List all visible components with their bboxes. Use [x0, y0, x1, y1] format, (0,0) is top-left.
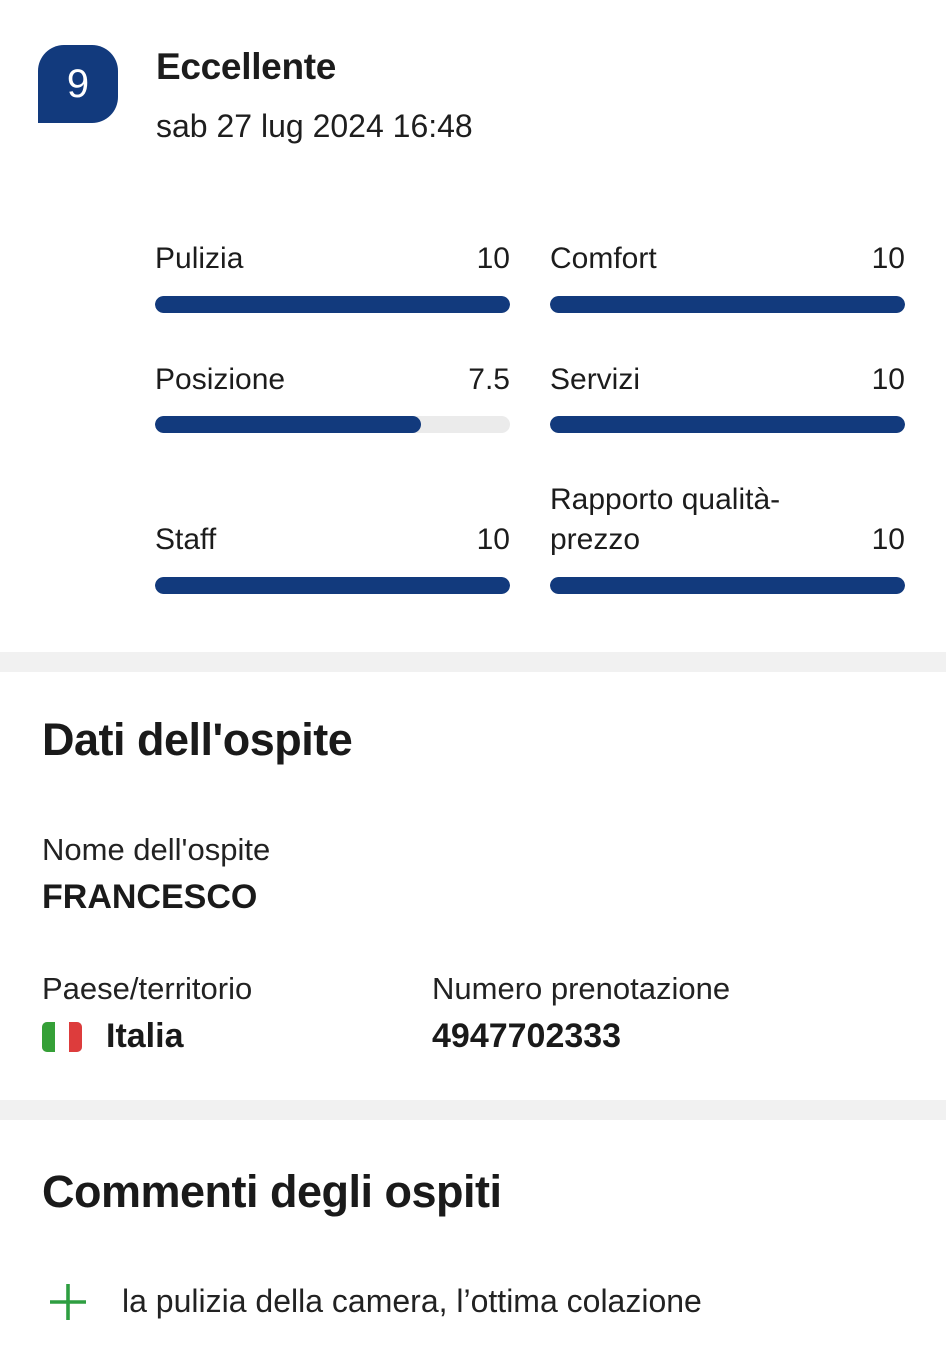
rating-servizi: Servizi 10: [550, 360, 905, 434]
rating-bar: [155, 295, 510, 313]
booking-number-label: Numero prenotazione: [432, 971, 731, 1006]
guest-country-field: Paese/territorio Italia: [42, 971, 432, 1056]
rating-label: Comfort: [550, 241, 657, 275]
guest-country-name: Italia: [106, 1017, 184, 1055]
rating-posizione: Posizione 7.5: [155, 360, 510, 434]
booking-number-value: 4947702333: [432, 1017, 622, 1055]
rating-bar: [155, 416, 510, 434]
rating-bar-fill: [550, 416, 905, 434]
booking-number-field: Numero prenotazione 4947702333: [432, 971, 905, 1056]
rating-value: 10: [871, 241, 905, 275]
rating-value: 7.5: [468, 362, 510, 396]
rating-rapporto-qualita-prezzo: Rapporto qualità-prezzo 10: [550, 480, 905, 595]
rating-label: Rapporto qualità-prezzo: [550, 483, 781, 557]
rating-bar-fill: [155, 416, 422, 434]
rating-bar-fill: [550, 577, 905, 595]
rating-label: Servizi: [550, 362, 641, 396]
guest-country-label: Paese/territorio: [42, 971, 253, 1006]
review-score-value: 9: [66, 61, 90, 106]
rating-bar-fill: [155, 295, 510, 313]
guest-details-row: Paese/territorio Italia Numero prenotazi…: [42, 971, 905, 1056]
rating-bar: [155, 577, 510, 595]
italy-flag-icon: [42, 1021, 82, 1052]
plus-icon: [50, 1283, 86, 1320]
rating-label: Staff: [155, 523, 217, 557]
rating-bar-fill: [550, 295, 905, 313]
comment-text: la pulizia della camera, l’ottima colazi…: [122, 1282, 702, 1319]
rating-value: 10: [476, 523, 510, 557]
guest-data-section: Dati dell'ospite Nome dell'ospite FRANCE…: [0, 672, 946, 1100]
rating-bar-fill: [155, 577, 510, 595]
guest-data-heading: Dati dell'ospite: [42, 714, 353, 766]
section-divider: [0, 1100, 946, 1120]
guest-name-field: Nome dell'ospite FRANCESCO: [42, 832, 905, 917]
rating-label: Pulizia: [155, 241, 244, 275]
review-score-section: 9 Eccellente sab 27 lug 2024 16:48 Puliz…: [0, 0, 946, 652]
guest-name-value: FRANCESCO: [42, 878, 258, 916]
positive-comment-row: la pulizia della camera, l’ottima colazi…: [42, 1280, 905, 1324]
rating-value: 10: [476, 241, 510, 275]
rating-comfort: Comfort 10: [550, 239, 905, 313]
guest-name-label: Nome dell'ospite: [42, 832, 271, 867]
rating-bar: [550, 577, 905, 595]
rating-value: 10: [871, 523, 905, 557]
rating-staff: Staff 10: [155, 520, 510, 595]
review-header: 9 Eccellente sab 27 lug 2024 16:48: [38, 45, 905, 145]
ratings-grid: Pulizia 10 Comfort 10 Posizione 7.5: [155, 239, 905, 595]
rating-bar: [550, 416, 905, 434]
guest-comments-heading: Commenti degli ospiti: [42, 1166, 502, 1217]
review-date: sab 27 lug 2024 16:48: [156, 107, 473, 144]
rating-value: 10: [871, 362, 905, 396]
section-divider: [0, 652, 946, 673]
review-score-badge: 9: [38, 45, 118, 123]
rating-pulizia: Pulizia 10: [155, 239, 510, 313]
guest-country-value: Italia: [42, 1017, 432, 1056]
guest-comments-section: Commenti degli ospiti la pulizia della c…: [0, 1120, 946, 1324]
rating-bar: [550, 295, 905, 313]
review-header-texts: Eccellente sab 27 lug 2024 16:48: [156, 45, 473, 145]
rating-label: Posizione: [155, 362, 286, 396]
review-score-label: Eccellente: [156, 46, 337, 87]
